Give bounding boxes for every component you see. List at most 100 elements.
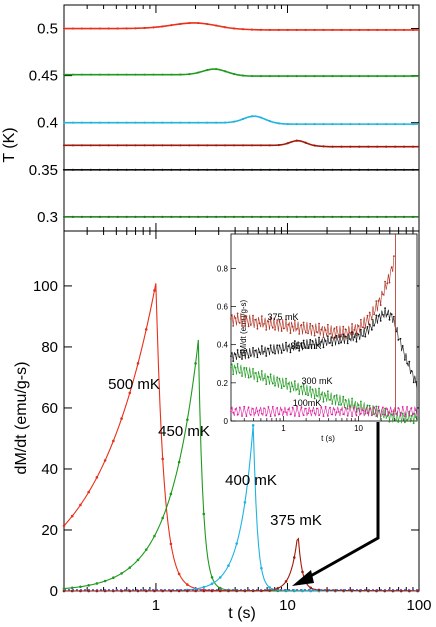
inset-series-point bbox=[252, 408, 254, 410]
inset-series-point bbox=[366, 314, 369, 317]
top-series-point bbox=[313, 123, 316, 126]
bottom-series-point bbox=[136, 362, 140, 365]
inset-series-point bbox=[280, 408, 283, 411]
inset-series-point bbox=[309, 322, 312, 325]
top-series-point bbox=[71, 121, 75, 124]
top-series-point bbox=[143, 26, 146, 30]
inset-series-point bbox=[238, 356, 241, 358]
inset-series-point bbox=[359, 318, 362, 321]
top-series-point bbox=[402, 123, 406, 126]
bottom-series-point bbox=[177, 572, 181, 576]
inset-series-point bbox=[230, 366, 232, 369]
inset-series-point bbox=[267, 406, 270, 408]
bottom-y-tick-label: 40 bbox=[41, 461, 58, 478]
bottom-series-point bbox=[62, 587, 66, 590]
inset-series-point bbox=[254, 318, 257, 321]
inset-series-point bbox=[397, 407, 400, 409]
top-series-point bbox=[71, 168, 75, 171]
top-series-point bbox=[349, 123, 352, 126]
inset-series-point bbox=[258, 409, 261, 412]
inset-series-point bbox=[348, 338, 351, 340]
inset-series-point bbox=[309, 386, 312, 388]
bottom-annotations: 500 mK 450 mK 400 mK 375 mK bbox=[108, 376, 322, 529]
inset-series-point bbox=[313, 412, 316, 415]
inset-series-point bbox=[395, 419, 397, 422]
top-series-point bbox=[152, 168, 155, 171]
inset-series-point bbox=[390, 410, 393, 413]
inset-series-point bbox=[340, 408, 342, 411]
top-series-point bbox=[215, 121, 218, 124]
top-series-point bbox=[358, 123, 361, 126]
top-series-point bbox=[349, 168, 352, 171]
top-series-point bbox=[268, 168, 271, 171]
inset-series-point bbox=[241, 325, 243, 327]
inset-series-point bbox=[254, 411, 257, 414]
top-plot-frame bbox=[63, 4, 420, 232]
top-series-point bbox=[322, 168, 325, 171]
top-series-point bbox=[188, 21, 191, 25]
inset-series-point bbox=[395, 412, 397, 415]
inset-series-point bbox=[379, 319, 382, 322]
top-series-point bbox=[295, 139, 298, 142]
inset-series-point bbox=[401, 412, 404, 415]
top-series-point bbox=[277, 143, 280, 147]
top-series-point bbox=[286, 142, 289, 145]
bottom-series-point bbox=[128, 589, 132, 593]
bottom-series-point bbox=[144, 589, 148, 593]
bottom-series-point bbox=[128, 391, 132, 395]
top-series-point bbox=[215, 24, 218, 27]
inset-series-point bbox=[344, 406, 347, 409]
inset-series-point bbox=[313, 347, 316, 350]
top-series-point bbox=[376, 28, 379, 32]
bottom-series-point bbox=[309, 589, 313, 592]
inset-series-point bbox=[381, 413, 384, 416]
inset-x-tick-labels: 1 10 bbox=[281, 424, 363, 433]
bottom-series-point bbox=[218, 589, 222, 593]
inset-series-point bbox=[322, 400, 325, 403]
inset-series-point bbox=[243, 315, 246, 318]
inset-series-point bbox=[278, 320, 281, 322]
inset-series-point bbox=[252, 314, 254, 317]
bottom-x-axis-label: t (s) bbox=[228, 605, 256, 622]
inset-series-point bbox=[265, 414, 268, 417]
bottom-series-point bbox=[153, 589, 156, 593]
inset-series-point bbox=[357, 325, 360, 327]
inset-series-point bbox=[381, 293, 384, 296]
inset-series-point bbox=[390, 313, 393, 316]
top-series-point bbox=[277, 168, 280, 171]
inset-series-point bbox=[344, 335, 347, 338]
inset-series-point bbox=[293, 319, 296, 322]
inset-series-point bbox=[412, 413, 415, 415]
inset-series-point bbox=[384, 280, 386, 283]
top-series-point bbox=[89, 27, 92, 30]
inset-series-point bbox=[357, 333, 360, 336]
inset-series-point bbox=[252, 367, 254, 370]
inset-series-point bbox=[340, 403, 342, 406]
inset-series-point bbox=[353, 336, 356, 338]
top-series-point bbox=[331, 123, 334, 126]
top-series-point bbox=[161, 168, 164, 171]
top-series-point bbox=[402, 74, 406, 78]
inset-series-point bbox=[399, 337, 402, 340]
inset-series-point bbox=[245, 367, 248, 369]
top-series-point bbox=[80, 121, 83, 124]
inset-series-point bbox=[291, 385, 294, 388]
inset-series-point bbox=[377, 405, 380, 408]
inset-y-tick-label: 0 bbox=[224, 417, 229, 426]
top-series-point bbox=[367, 215, 370, 218]
bottom-series-point bbox=[169, 492, 173, 496]
top-series-point bbox=[250, 168, 254, 171]
top-series-point bbox=[116, 168, 119, 171]
inset-series-point bbox=[397, 338, 400, 341]
bottom-series-point bbox=[202, 512, 206, 516]
top-series-point bbox=[277, 74, 280, 78]
bottom-series-point bbox=[202, 585, 206, 589]
top-series-point bbox=[179, 121, 182, 124]
top-y-tick-label: 0.35 bbox=[29, 162, 58, 179]
inset-series-point bbox=[315, 331, 318, 333]
inset-series-point bbox=[324, 394, 327, 397]
top-series-point bbox=[107, 27, 110, 30]
inset-series-point bbox=[331, 402, 334, 405]
top-series-point bbox=[80, 144, 83, 147]
inset-series-line bbox=[230, 363, 418, 424]
